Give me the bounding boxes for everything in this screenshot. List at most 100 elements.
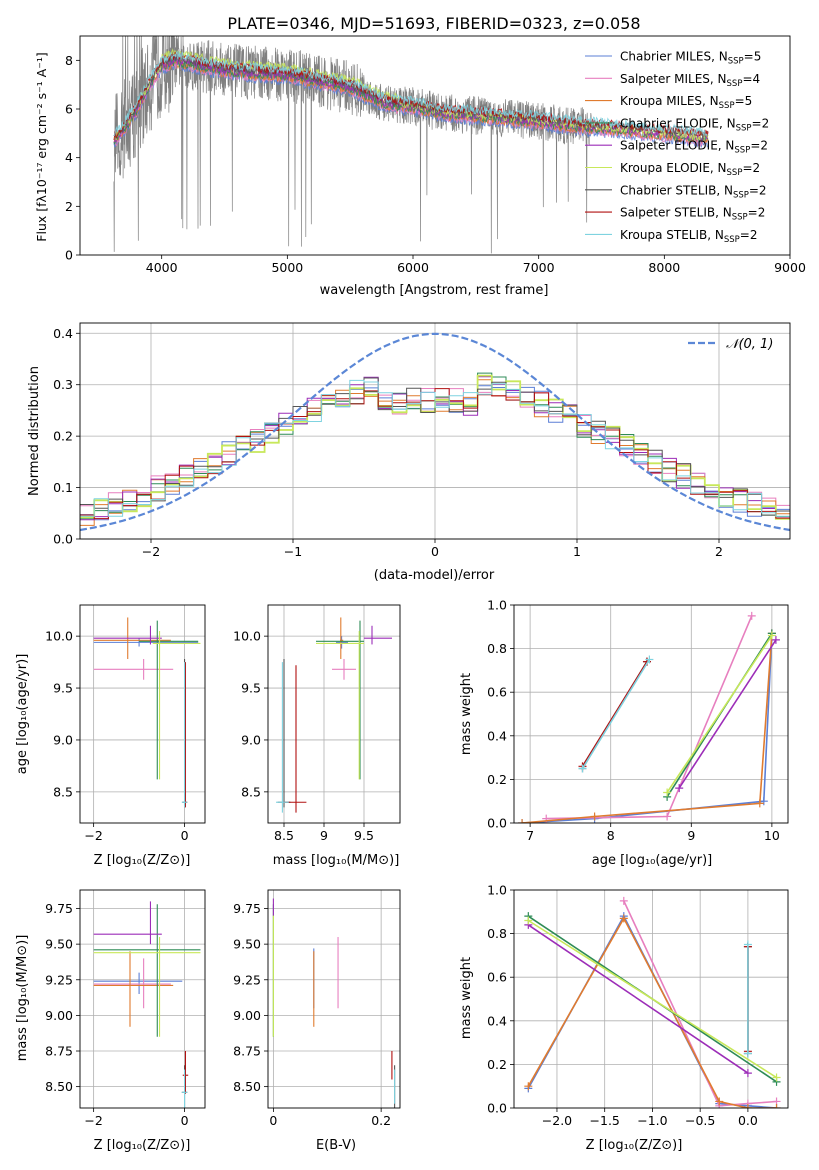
age-mass-xlabel: mass [log₁₀(M/M⊙)] [273, 853, 400, 868]
spectrum-xtick-label: 7000 [523, 260, 555, 275]
mw_age-ytick-label: 0.2 [487, 772, 507, 787]
mw_z-xtick-label: −1.5 [590, 1113, 620, 1128]
mw_age-line-salpeter_stelib [581, 661, 648, 767]
age-z-ylabel: age [log₁₀(age/yr)] [15, 654, 30, 775]
mw_z-marker-kroupa_stelib [743, 1049, 752, 1058]
mw_age-xtick-label: 7 [526, 828, 534, 843]
legend-entry-salpeter_miles: Salpeter MILES, NSSP=4 [620, 72, 760, 89]
spectrum-title: PLATE=0346, MJD=51693, FIBERID=0323, z=0… [227, 14, 640, 33]
spectrum-ytick-label: 6 [65, 102, 73, 117]
mass_z-xtick-label: −2 [84, 1113, 102, 1128]
mass_z-frame [79, 889, 206, 1109]
mw_age-xtick-label: 9 [687, 828, 695, 843]
mw_age-marker-kroupa_elodie [663, 788, 672, 797]
age_z-frame [79, 604, 206, 824]
mass_z-ytick-label: 9.00 [45, 1008, 73, 1023]
mw_z-marker-salpeter_miles [619, 896, 628, 905]
age_z-xtick-label: 0 [181, 828, 189, 843]
mw_z-ytick-label: 1.0 [487, 883, 507, 898]
mw_age-marker-kroupa_miles [590, 812, 599, 821]
mw_z-marker-salpeter_elodie [743, 1069, 752, 1078]
age_z-ytick-label: 8.5 [53, 784, 73, 799]
mw_age-ytick-label: 0.6 [487, 685, 507, 700]
mass_z-ytick-label: 8.75 [45, 1044, 73, 1059]
mw_z-ytick-label: 0.8 [487, 926, 507, 941]
mw_age-ytick-label: 0.8 [487, 641, 507, 656]
mw_age-frame [513, 604, 789, 824]
mw_z-xtick-label: −1.0 [637, 1113, 667, 1128]
mw_age-ytick-label: 0.4 [487, 728, 507, 743]
spectrum-xtick-label: 8000 [648, 260, 680, 275]
mw_age-line-kroupa_elodie [666, 635, 773, 793]
mw-z-ylabel: mass weight [459, 957, 474, 1039]
residuals-ytick-label: 0.4 [53, 326, 73, 341]
mw_z-marker-kroupa_elodie [772, 1073, 781, 1082]
mass_ebv-axes: 0 0.2 8.50 8.75 9.00 9.25 9.50 9.75 [233, 890, 400, 1128]
histogram-kroupa_stelib [80, 379, 790, 517]
mw_age-marker-salpeter_miles [663, 812, 672, 821]
spectrum-legend: Chabrier MILES, NSSP=5 Salpeter MILES, NS… [585, 50, 769, 245]
age_z-plot-area [93, 617, 201, 808]
spectrum-xtick-label: 4000 [146, 260, 178, 275]
mw_age-line-salpeter_elodie [678, 639, 777, 789]
legend-entry-kroupa_elodie: Kroupa ELODIE, NSSP=2 [620, 161, 760, 178]
mw_age-marker-chabrier_miles [759, 797, 768, 806]
legend-entry-chabrier_miles: Chabrier MILES, NSSP=5 [620, 50, 761, 67]
legend-entry-chabrier_elodie: Chabrier ELODIE, NSSP=2 [620, 116, 769, 133]
spectrum-ytick-label: 8 [65, 53, 73, 68]
mw_z-frame [513, 889, 789, 1109]
age_z-ytick-label: 9.5 [53, 681, 73, 696]
mw_age-xtick-label: 8 [607, 828, 615, 843]
mass_z-ytick-label: 8.50 [45, 1079, 73, 1094]
mw_z-plot-area [524, 896, 781, 1108]
age_mass-xtick-label: 9 [320, 828, 328, 843]
mass_ebv-ytick-label: 9.75 [233, 901, 261, 916]
age_z-ytick-label: 9.0 [53, 732, 73, 747]
spectrum-xtick-label: 6000 [397, 260, 429, 275]
age_mass-plot-area [276, 617, 392, 813]
mass_ebv-xtick-label: 0 [269, 1113, 277, 1128]
mass-z-ylabel: mass [log₁₀(M/M⊙)] [15, 935, 30, 1062]
spectrum-xtick-label: 5000 [271, 260, 303, 275]
mw_age-xtick-label: 10 [764, 828, 780, 843]
age_z-ytick-label: 10.0 [45, 629, 73, 644]
mw_z-marker-kroupa_miles [524, 1082, 533, 1091]
mw_age-line-kroupa_stelib [581, 659, 651, 769]
mw_z-marker-kroupa_miles [772, 1104, 781, 1108]
residuals-xtick-label: −2 [142, 544, 160, 559]
spectrum-ytick-label: 0 [65, 248, 73, 263]
mw_z-ytick-label: 0.6 [487, 970, 507, 985]
residuals-frame [79, 322, 791, 540]
spectrum-xtick-label: 9000 [774, 260, 806, 275]
mw_age-marker-salpeter_elodie [771, 635, 780, 644]
mass_ebv-xtick-label: 0.2 [371, 1113, 391, 1128]
age_mass-frame [267, 604, 401, 824]
mass_ebv-ytick-label: 9.00 [233, 1008, 261, 1023]
legend-entry-salpeter_stelib: Salpeter STELIB, NSSP=2 [620, 206, 765, 223]
spectrum-axes: 4000 5000 6000 7000 8000 9000 0 2 4 6 8 [65, 53, 806, 275]
mass_ebv-ytick-label: 9.50 [233, 937, 261, 952]
residuals-ytick-label: 0.1 [53, 480, 73, 495]
age_mass-axes: 8.5 9 9.5 8.5 9.0 9.5 10.0 [233, 605, 400, 843]
legend-entry-kroupa_miles: Kroupa MILES, NSSP=5 [620, 94, 752, 111]
residuals-plot-area [80, 332, 790, 532]
spectrum-ylabel: Flux [fλ10⁻¹⁷ erg cm⁻² s⁻¹ A⁻¹] [34, 52, 49, 241]
spectrum-frame [79, 35, 791, 256]
mw_z-ytick-label: 0.2 [487, 1057, 507, 1072]
age_z-axes: −2 0 8.5 9.0 9.5 10.0 [45, 605, 205, 843]
age_mass-ytick-label: 10.0 [233, 629, 261, 644]
mw_age-marker-kroupa_stelib [578, 764, 587, 773]
normal-reference-curve [80, 332, 790, 532]
age_mass-ytick-label: 9.5 [241, 681, 261, 696]
mw_z-ytick-label: 0.0 [487, 1101, 507, 1116]
mw_age-plot-area [518, 611, 780, 823]
age_z-xtick-label: −2 [84, 828, 102, 843]
mw_z-marker-kroupa_miles [743, 1104, 752, 1108]
mw-age-xlabel: age [log₁₀(age/yr)] [592, 853, 713, 868]
legend-entry-salpeter_elodie: Salpeter ELODIE, NSSP=2 [620, 139, 768, 156]
mw_z-line-salpeter_elodie [527, 924, 749, 1074]
residuals-ytick-label: 0.2 [53, 429, 73, 444]
mass_ebv-frame [267, 889, 401, 1109]
